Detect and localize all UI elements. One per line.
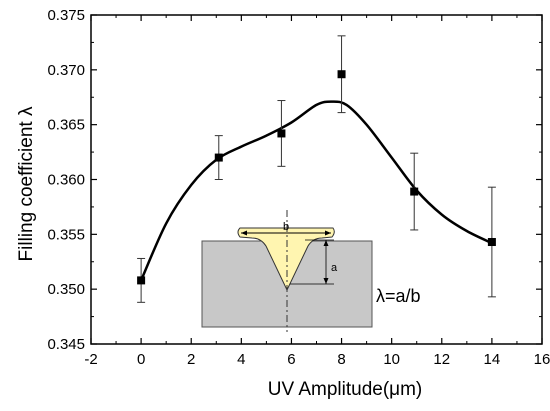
y-tick-label: 0.350: [47, 281, 85, 298]
inset-diagram: b a λ=a/b: [201, 210, 421, 332]
b-label: b: [283, 221, 289, 233]
x-tick-label: 12: [433, 351, 450, 368]
a-label: a: [331, 262, 338, 274]
x-tick-label: 16: [534, 351, 550, 368]
x-tick-label: 0: [137, 351, 145, 368]
y-tick-label: 0.355: [47, 226, 85, 243]
y-tick-label: 0.370: [47, 62, 85, 79]
b-arrow-left: [241, 230, 247, 236]
data-point-marker: [410, 187, 419, 196]
y-tick-label: 0.375: [47, 7, 85, 24]
x-tick-label: 2: [187, 351, 195, 368]
x-tick-label: 4: [237, 351, 245, 368]
data-point-marker: [137, 276, 146, 285]
x-tick-label: 8: [337, 351, 345, 368]
x-tick-label: 6: [287, 351, 295, 368]
y-tick-label: 0.360: [47, 172, 85, 189]
data-point-marker: [487, 238, 496, 247]
a-arrow-top: [323, 240, 329, 246]
x-tick-label: 10: [383, 351, 400, 368]
data-series: [137, 35, 496, 303]
data-point-marker: [277, 129, 286, 138]
b-arrow-right: [325, 230, 331, 236]
a-arrow-bottom: [323, 278, 329, 284]
data-point-marker: [214, 153, 223, 162]
filled-polymer-shape: [237, 227, 335, 292]
data-point-marker: [337, 70, 346, 79]
y-tick-label: 0.345: [47, 336, 85, 353]
fit-curve-line: [139, 100, 493, 281]
x-tick-label: -2: [84, 351, 97, 368]
y-tick-label: 0.365: [47, 117, 85, 134]
x-tick-label: 14: [484, 351, 501, 368]
axes: -2 0 2 4 6 8 10 12 14 16 0.345 0.350 0.355 0.360 0.365…: [47, 7, 550, 368]
x-axis-title: UV Amplitude(μm): [268, 379, 423, 400]
formula-label: λ=a/b: [376, 286, 421, 306]
y-axis-title: Filling coefficient λ: [16, 106, 37, 261]
